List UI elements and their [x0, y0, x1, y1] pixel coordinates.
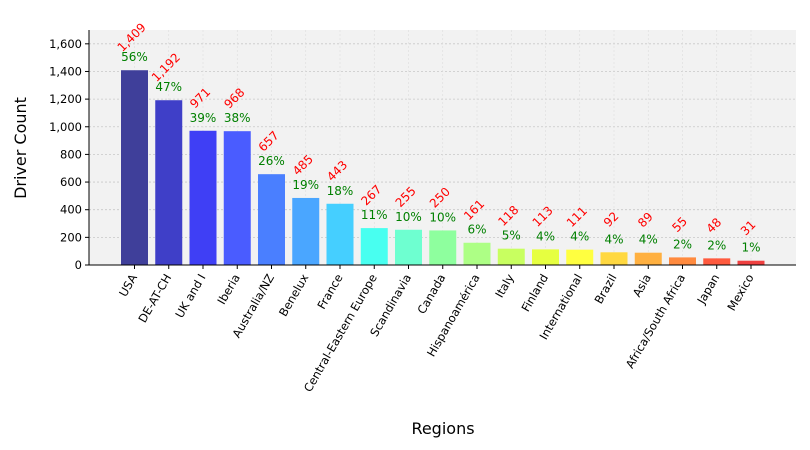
x-tick-label: Brazil: [591, 272, 619, 307]
bar: [737, 260, 765, 265]
y-tick-label: 800: [60, 147, 82, 161]
percent-label: 10%: [429, 210, 456, 224]
percent-label: 5%: [502, 229, 521, 243]
percent-label: 4%: [536, 229, 555, 243]
y-tick-label: 1,200: [49, 92, 82, 106]
y-tick-label: 600: [60, 175, 82, 189]
bar: [703, 258, 731, 265]
bar: [326, 203, 354, 265]
x-axis-title: Regions: [411, 419, 474, 438]
bar: [669, 257, 696, 265]
percent-label: 1%: [741, 241, 760, 255]
bar: [258, 174, 285, 265]
y-tick-label: 400: [60, 203, 82, 217]
percent-label: 11%: [361, 208, 388, 222]
x-tick-label: Italy: [492, 271, 517, 300]
x-tick-label: UK and I: [172, 272, 208, 321]
x-tick-label: Asia: [630, 272, 654, 300]
bar: [600, 252, 628, 265]
y-tick-label: 1,600: [49, 37, 82, 51]
x-tick-label: Finland: [518, 272, 551, 315]
percent-label: 18%: [327, 184, 354, 198]
y-tick-label: 200: [60, 230, 82, 244]
bar: [429, 230, 457, 265]
x-tick-label: DE-AT-CH: [135, 272, 174, 326]
y-tick-labels: 0 200 400 600 800 1,000 1,200 1,400 1,600: [49, 37, 89, 272]
bars: [121, 70, 765, 265]
percent-label: 6%: [467, 223, 486, 237]
y-tick-label: 0: [75, 258, 82, 272]
bar: [121, 70, 148, 265]
bar: [566, 249, 594, 265]
percent-label: 2%: [673, 237, 692, 251]
bar: [463, 242, 491, 265]
x-tick-label: Japan: [694, 272, 723, 308]
bar: [532, 249, 559, 265]
percent-label: 19%: [292, 178, 319, 192]
x-tick-label: Iberia: [214, 272, 242, 307]
bar: [395, 229, 422, 265]
bar: [223, 131, 251, 265]
percent-label: 4%: [570, 230, 589, 244]
x-tick-label: USA: [116, 271, 140, 299]
y-tick-label: 1,000: [49, 120, 82, 134]
x-tick-label: Canada: [414, 272, 448, 317]
percent-label: 47%: [155, 80, 182, 94]
percent-label: 10%: [395, 210, 422, 224]
x-tick-label: Mexico: [724, 272, 756, 314]
x-tick-label: Benelux: [276, 271, 312, 319]
bar: [189, 130, 217, 265]
y-axis-title: Driver Count: [11, 97, 30, 199]
bar: [155, 100, 183, 265]
percent-label: 4%: [604, 232, 623, 246]
bar: [292, 197, 320, 265]
percent-label: 26%: [258, 154, 285, 168]
percent-label: 38%: [224, 111, 251, 125]
percent-label: 39%: [190, 111, 217, 125]
percent-label: 4%: [639, 233, 658, 247]
bar: [634, 252, 662, 265]
x-tick-label: France: [314, 272, 345, 312]
bar: [497, 248, 525, 265]
percent-label: 2%: [707, 238, 726, 252]
percent-label: 56%: [121, 50, 148, 64]
bar: [360, 228, 388, 265]
y-tick-label: 1,400: [49, 64, 82, 78]
